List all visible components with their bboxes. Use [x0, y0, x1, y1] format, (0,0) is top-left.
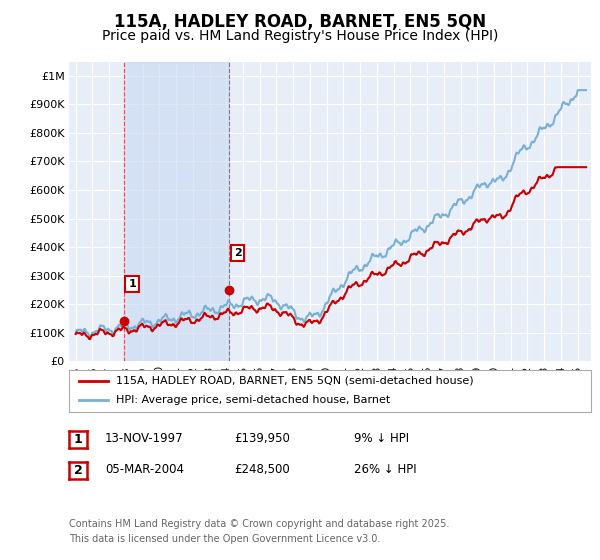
Text: 05-MAR-2004: 05-MAR-2004	[105, 463, 184, 476]
Text: Contains HM Land Registry data © Crown copyright and database right 2025.: Contains HM Land Registry data © Crown c…	[69, 519, 449, 529]
Text: 2: 2	[234, 248, 242, 258]
Text: 1: 1	[128, 279, 136, 289]
Bar	[124, 62, 229, 361]
Text: 9% ↓ HPI: 9% ↓ HPI	[354, 432, 409, 445]
Text: 115A, HADLEY ROAD, BARNET, EN5 5QN (semi-detached house): 115A, HADLEY ROAD, BARNET, EN5 5QN (semi…	[116, 376, 473, 386]
Text: 13-NOV-1997: 13-NOV-1997	[105, 432, 184, 445]
Text: This data is licensed under the Open Government Licence v3.0.: This data is licensed under the Open Gov…	[69, 534, 380, 544]
Text: 1: 1	[74, 433, 82, 446]
Text: 26% ↓ HPI: 26% ↓ HPI	[354, 463, 416, 476]
Text: £139,950: £139,950	[234, 432, 290, 445]
Text: Price paid vs. HM Land Registry's House Price Index (HPI): Price paid vs. HM Land Registry's House …	[102, 29, 498, 44]
Text: 2: 2	[74, 464, 82, 477]
Text: £248,500: £248,500	[234, 463, 290, 476]
Text: HPI: Average price, semi-detached house, Barnet: HPI: Average price, semi-detached house,…	[116, 395, 390, 405]
Text: 115A, HADLEY ROAD, BARNET, EN5 5QN: 115A, HADLEY ROAD, BARNET, EN5 5QN	[114, 13, 486, 31]
